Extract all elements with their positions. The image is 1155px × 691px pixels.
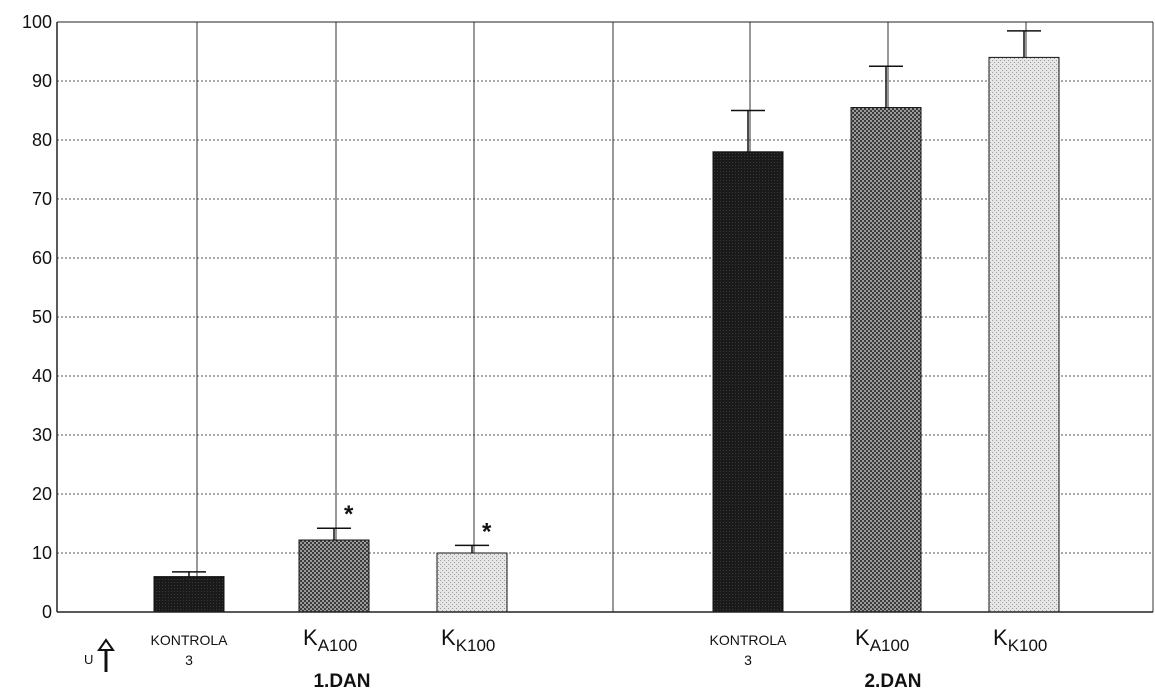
y-tick-label: 70 xyxy=(32,189,52,209)
bar xyxy=(436,552,508,613)
bar xyxy=(988,56,1060,613)
u-annotation-letter: U xyxy=(84,652,93,667)
y-tick-label: 20 xyxy=(32,484,52,504)
bar xyxy=(298,539,370,613)
y-tick-label: 90 xyxy=(32,71,52,91)
y-tick-label: 50 xyxy=(32,307,52,327)
x-category-label: KONTROLA xyxy=(709,632,787,648)
up-arrow-icon xyxy=(97,638,115,672)
y-tick-label: 60 xyxy=(32,248,52,268)
bar xyxy=(153,576,225,613)
significance-marker: * xyxy=(344,501,354,528)
group-label: 2.DAN xyxy=(864,671,921,691)
bars-layer xyxy=(153,30,1060,613)
x-category-label: KA100 xyxy=(855,625,909,655)
significance-marker: * xyxy=(482,518,492,545)
labels-layer: 0 10 20 30 40 50 60 70 80 90 100 KONTROLA 3 * KA100 * KK… xyxy=(22,12,1047,691)
group-label: 1.DAN xyxy=(313,671,370,691)
y-tick-label: 80 xyxy=(32,130,52,150)
bar xyxy=(850,107,922,613)
y-tick-label: 10 xyxy=(32,543,52,563)
x-category-sublabel: 3 xyxy=(185,652,193,668)
y-tick-label: 100 xyxy=(22,12,52,32)
x-category-label: KK100 xyxy=(993,625,1047,655)
x-category-sublabel: 3 xyxy=(744,652,752,668)
x-category-label: KK100 xyxy=(441,625,495,655)
x-category-label: KA100 xyxy=(303,625,357,655)
x-category-label: KONTROLA xyxy=(150,632,228,648)
axes-layer xyxy=(56,21,1153,613)
y-tick-label: 40 xyxy=(32,366,52,386)
y-tick-label: 30 xyxy=(32,425,52,445)
y-tick-label: 0 xyxy=(42,602,52,622)
bar xyxy=(712,151,784,613)
